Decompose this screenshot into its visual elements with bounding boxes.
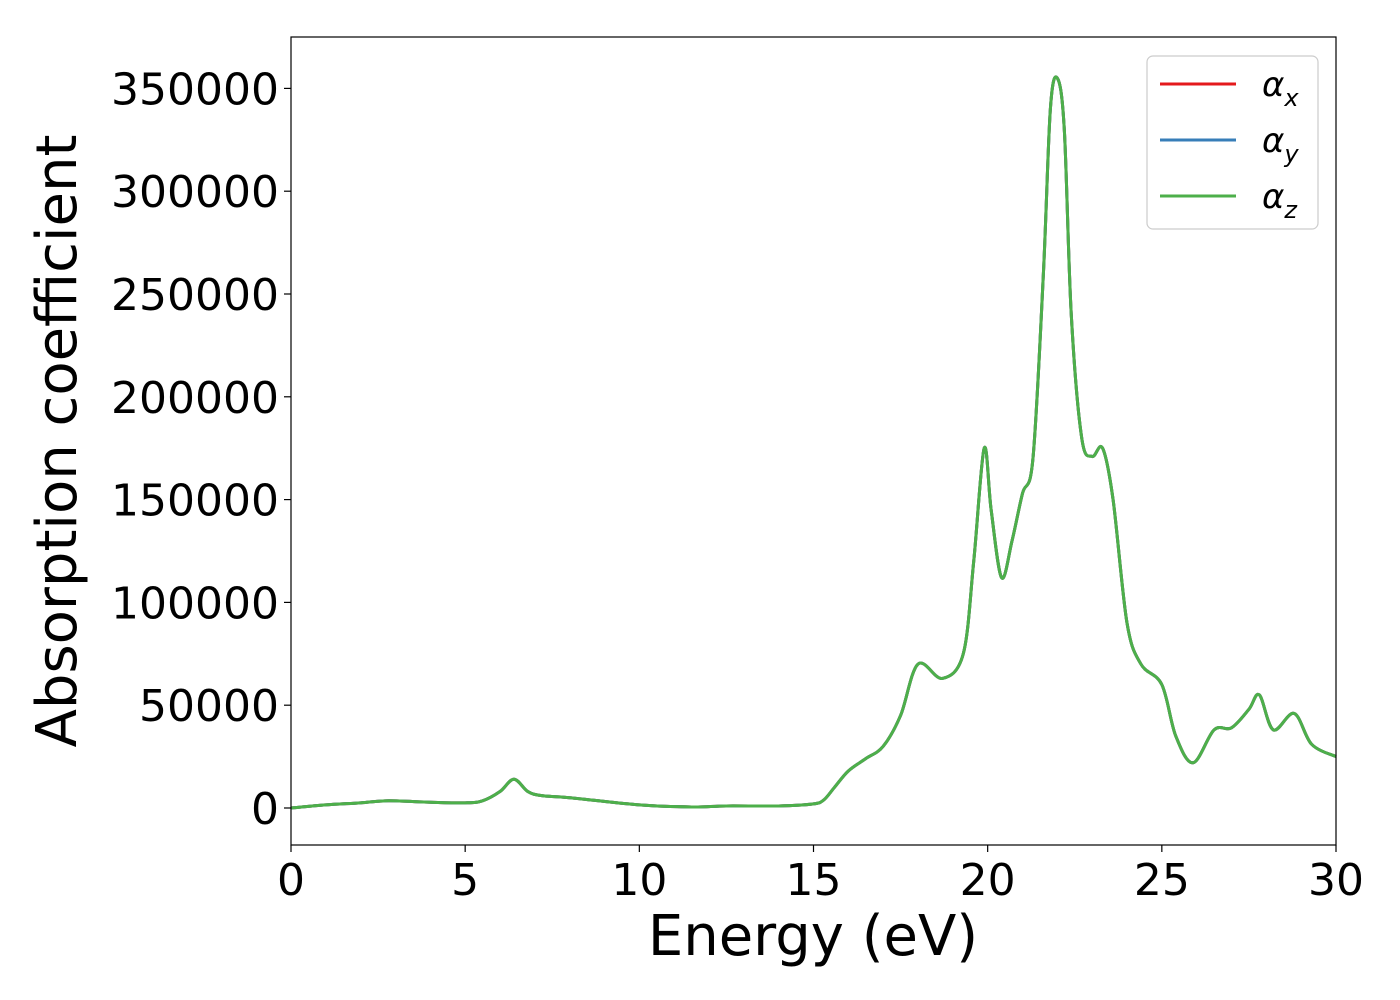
x-tick-label: 0 [277,855,305,906]
x-tick-label: 5 [451,855,479,906]
series-layer [290,75,1337,810]
y-tick-label: 50000 [139,681,279,732]
tick-layer: 0 5 10 15 20 25 30 0 50000 100000 150000 200000 2500… [111,64,1364,906]
x-tick-label: 15 [786,855,842,906]
y-tick-label: 0 [251,784,279,835]
x-axis-title: Energy (eV) [648,904,978,969]
y-tick-label: 200000 [111,373,279,424]
plot-frame [290,36,1337,846]
x-tick-label: 10 [611,855,667,906]
y-tick-label: 300000 [111,167,279,218]
y-tick-label: 100000 [111,578,279,629]
legend-box [1146,55,1319,230]
y-tick-label: 350000 [111,64,279,115]
y-tick-label: 250000 [111,270,279,321]
y-axis-title: Absorption coefficient [25,135,90,748]
x-tick-label: 20 [960,855,1016,906]
series-line-alpha-z [290,75,1337,810]
x-tick-label: 30 [1308,855,1364,906]
y-tick-label: 150000 [111,476,279,527]
x-tick-label: 25 [1134,855,1190,906]
